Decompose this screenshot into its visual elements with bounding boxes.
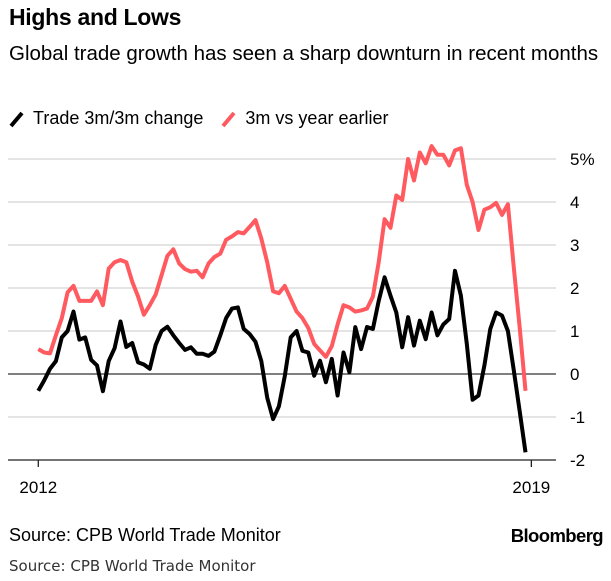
series-line-3m-vs-year-earlier (37, 144, 528, 391)
y-tick-label: -1 (570, 408, 585, 427)
x-tick-label: 2019 (512, 478, 550, 497)
y-tick-label: 1 (570, 322, 579, 341)
legend-item-3m-vs-year-earlier: 3m vs year earlier (221, 108, 388, 129)
legend-item-trade-3m3m: Trade 3m/3m change (9, 108, 203, 129)
y-tick-label: 0 (570, 365, 579, 384)
line-swatch-icon (221, 111, 236, 127)
y-tick-label: 5% (570, 150, 595, 169)
line-swatch-icon (9, 111, 24, 127)
x-tick-label: 2012 (19, 478, 57, 497)
chart-subtitle: Global trade growth has seen a sharp dow… (9, 42, 599, 65)
legend-label: 3m vs year earlier (245, 108, 389, 128)
y-tick-label: 3 (570, 236, 579, 255)
y-tick-label: 2 (570, 279, 579, 298)
series-line-trade-3m-3m-change (36, 268, 528, 453)
y-tick-label: -2 (570, 451, 585, 470)
y-tick-label: 4 (570, 193, 579, 212)
legend-label: Trade 3m/3m change (33, 108, 204, 128)
bloomberg-logo: Bloomberg (510, 525, 604, 546)
source-caption: Source: CPB World Trade Monitor (9, 557, 256, 575)
tick-labels: 5% 4 3 2 1 0 -1 -2 2012 2019 (19, 150, 594, 497)
series-lines (36, 144, 528, 453)
legend: Trade 3m/3m change 3m vs year earlier (9, 108, 406, 129)
chart-title: Highs and Lows (9, 4, 182, 30)
source-note: Source: CPB World Trade Monitor (9, 525, 281, 545)
